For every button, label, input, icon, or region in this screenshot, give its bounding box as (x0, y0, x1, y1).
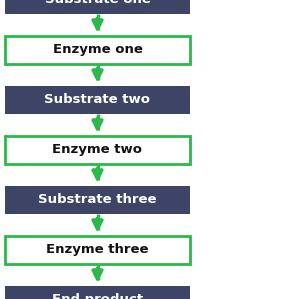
FancyBboxPatch shape (5, 135, 190, 164)
FancyBboxPatch shape (5, 86, 190, 114)
Text: Enzyme one: Enzyme one (53, 43, 143, 56)
FancyBboxPatch shape (5, 185, 190, 213)
FancyBboxPatch shape (5, 36, 190, 63)
Text: Enzyme three: Enzyme three (46, 243, 149, 256)
FancyBboxPatch shape (5, 286, 190, 299)
FancyBboxPatch shape (5, 236, 190, 263)
FancyBboxPatch shape (5, 0, 190, 13)
Text: Substrate three: Substrate three (38, 193, 157, 206)
Text: Enzyme two: Enzyme two (53, 143, 143, 156)
Text: End product: End product (52, 293, 143, 299)
Text: Substrate two: Substrate two (44, 93, 150, 106)
Text: Substrate one: Substrate one (45, 0, 150, 6)
